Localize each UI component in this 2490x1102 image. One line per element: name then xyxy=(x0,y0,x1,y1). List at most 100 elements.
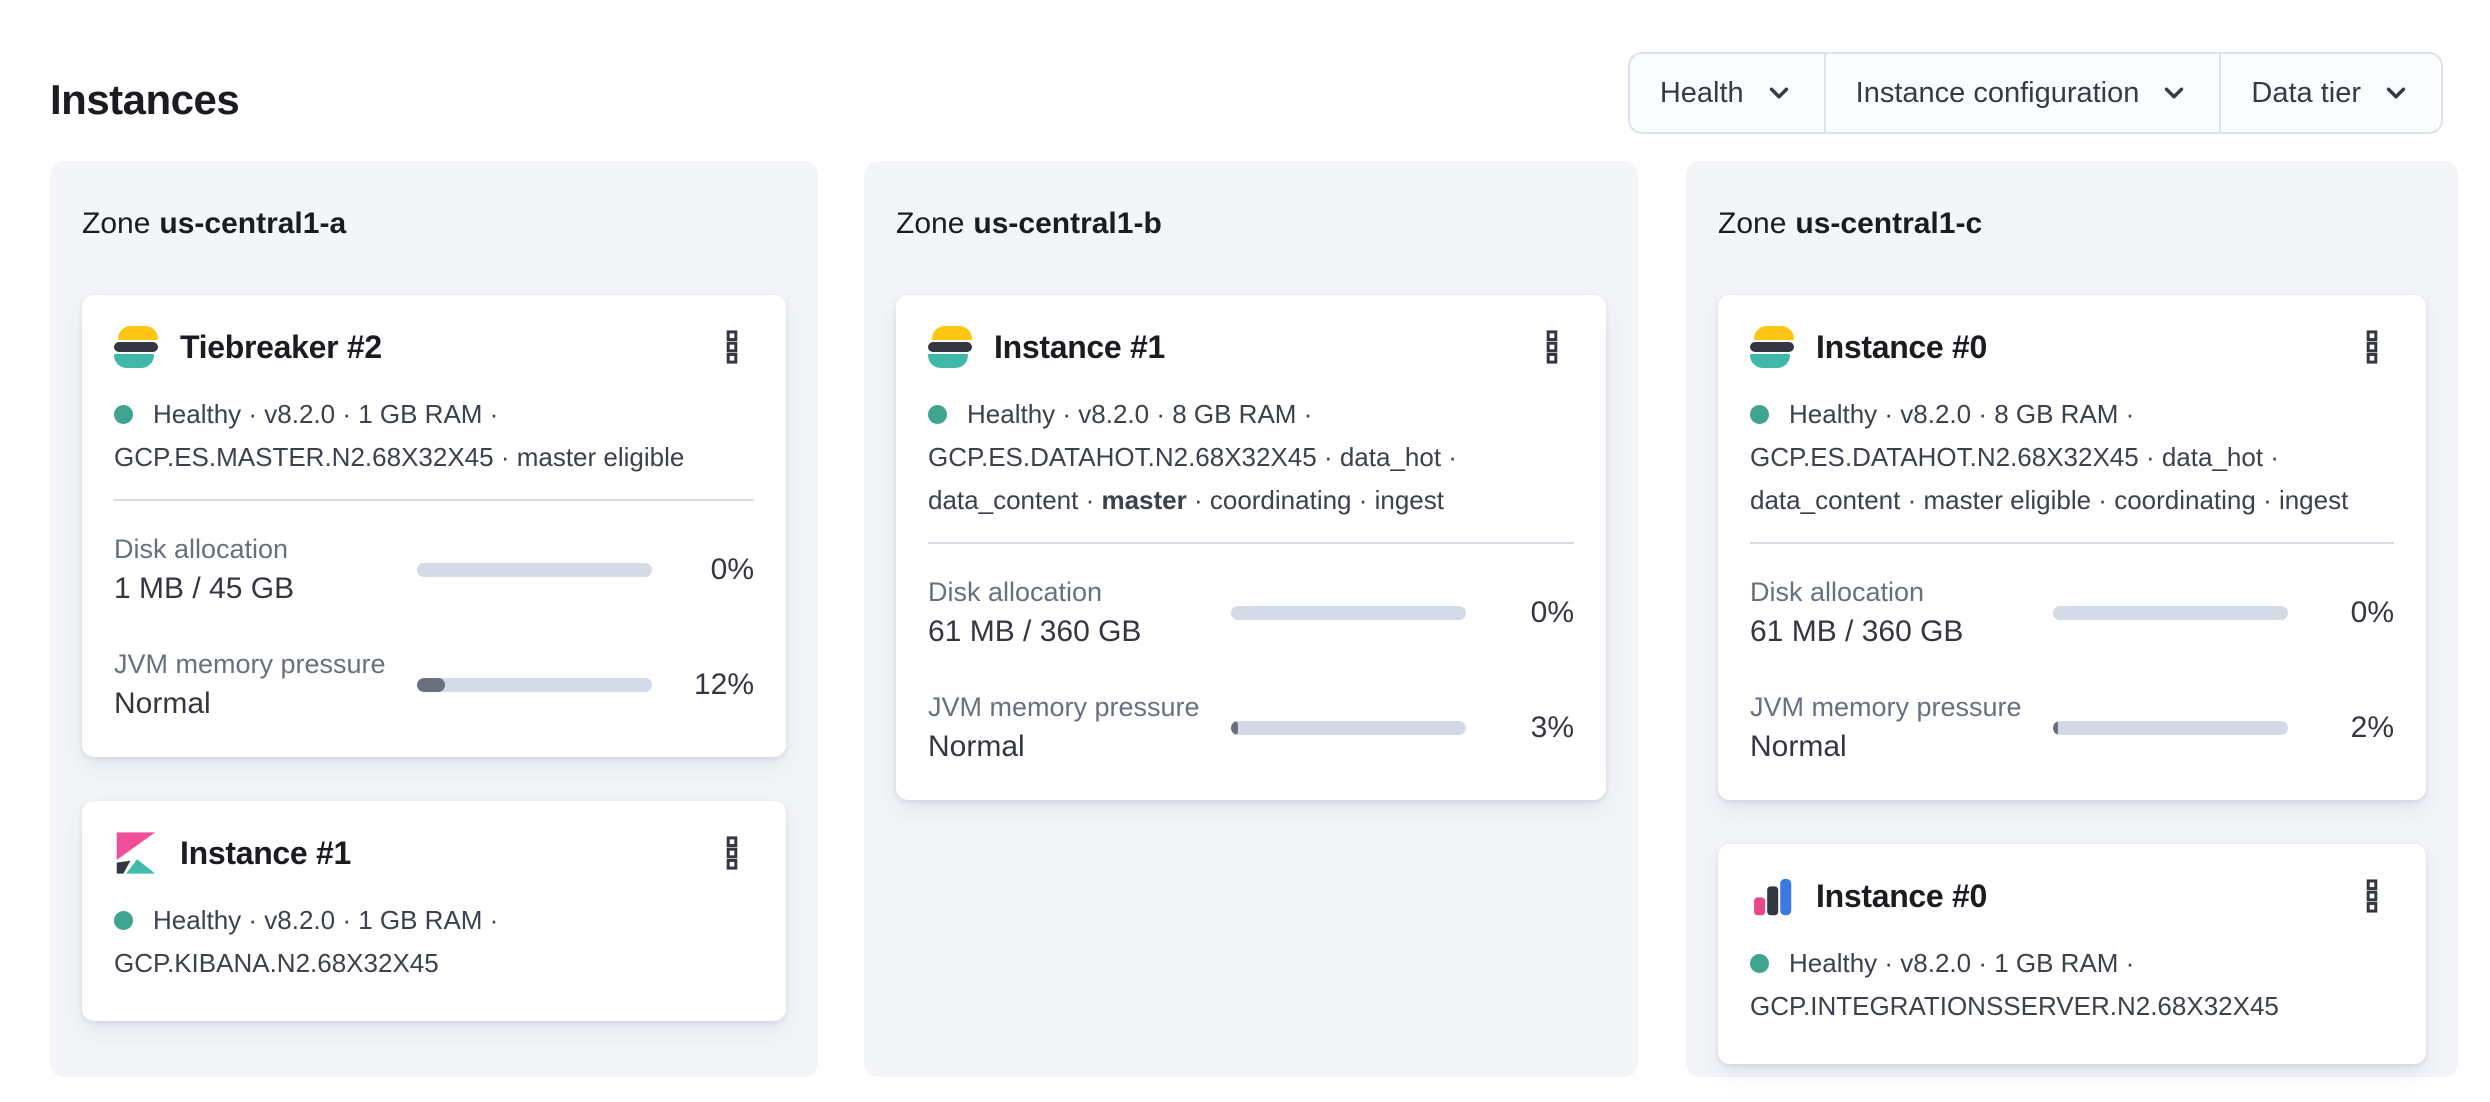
health-dot xyxy=(1750,954,1769,973)
zone-label: Zone us-central1-b xyxy=(896,207,1606,241)
disk-allocation-row: Disk allocation 61 MB / 360 GB 0% xyxy=(928,576,1574,649)
disk-allocation-label: Disk allocation xyxy=(928,577,1103,607)
jvm-memory-pressure-label: JVM memory pressure xyxy=(114,649,386,679)
status-text: Healthy · v8.2.0 · 1 GB RAM · GCP.ES.MAS… xyxy=(114,399,685,472)
boxes-vertical-icon xyxy=(2366,879,2378,913)
disk-allocation-label: Disk allocation xyxy=(114,534,289,564)
card-header: Instance #0 xyxy=(1750,325,2394,369)
jvm-memory-pressure-value: Normal xyxy=(1750,730,1847,763)
instance-status: Healthy · v8.2.0 · 1 GB RAM · GCP.KIBANA… xyxy=(114,899,754,985)
zone-label: Zone us-central1-c xyxy=(1718,207,2426,241)
instance-title: Instance #1 xyxy=(180,834,352,871)
filter-health[interactable]: Health xyxy=(1629,54,1824,132)
disk-allocation-percent: 0% xyxy=(1530,595,1574,629)
status-text: · coordinating · ingest xyxy=(1186,485,1444,515)
jvm-memory-pressure-label: JVM memory pressure xyxy=(1750,692,2022,722)
card-header: Instance #1 xyxy=(114,831,754,875)
disk-allocation-value: 61 MB / 360 GB xyxy=(1750,615,1964,648)
filter-data-tier[interactable]: Data tier xyxy=(2219,54,2441,132)
health-dot xyxy=(928,405,947,424)
elasticsearch-logo xyxy=(928,326,972,368)
disk-allocation-percent: 0% xyxy=(2350,595,2394,629)
card-divider xyxy=(928,542,1574,544)
metrics: Disk allocation 61 MB / 360 GB 0% JVM me… xyxy=(928,576,1574,764)
disk-allocation-value: 61 MB / 360 GB xyxy=(928,615,1142,648)
boxes-vertical-icon xyxy=(726,836,738,870)
card-header: Instance #0 xyxy=(1750,874,2394,918)
boxes-vertical-icon xyxy=(726,330,738,364)
boxes-vertical-icon xyxy=(1546,330,1558,364)
status-text: Healthy · v8.2.0 · 8 GB RAM · GCP.ES.DAT… xyxy=(1750,399,2349,515)
zone-prefix: Zone xyxy=(896,207,965,240)
jvm-memory-pressure-progressbar xyxy=(417,677,652,692)
card-divider xyxy=(114,499,754,501)
instance-status: Healthy · v8.2.0 · 1 GB RAM · GCP.INTEGR… xyxy=(1750,942,2394,1028)
jvm-memory-pressure-row: JVM memory pressure Normal 3% xyxy=(928,691,1574,764)
zone-name: us-central1-c xyxy=(1795,207,1983,240)
status-text: Healthy · v8.2.0 · 1 GB RAM · GCP.KIBANA… xyxy=(114,905,499,978)
zone-name: us-central1-b xyxy=(973,207,1162,240)
zone-prefix: Zone xyxy=(1718,207,1787,240)
instance-title: Instance #0 xyxy=(1816,877,1988,914)
page-title: Instances xyxy=(50,76,240,124)
instance-status: Healthy · v8.2.0 · 1 GB RAM · GCP.ES.MAS… xyxy=(114,393,754,479)
instance-card-tiebreaker-2: Tiebreaker #2 Healthy · v8.2.0 · 1 GB RA… xyxy=(82,295,786,757)
disk-allocation-row: Disk allocation 1 MB / 45 GB 0% xyxy=(114,533,754,606)
integrations-server-logo xyxy=(1754,878,1792,916)
chevron-down-icon xyxy=(1769,87,1788,99)
instance-menu-button[interactable] xyxy=(710,325,754,369)
instance-card-es-0: Instance #0 Healthy · v8.2.0 · 8 GB RAM … xyxy=(1718,295,2426,800)
disk-allocation-row: Disk allocation 61 MB / 360 GB 0% xyxy=(1750,576,2394,649)
disk-allocation-percent: 0% xyxy=(710,552,754,586)
disk-allocation-value: 1 MB / 45 GB xyxy=(114,572,295,605)
filter-health-label: Health xyxy=(1659,76,1744,109)
zone-label: Zone us-central1-a xyxy=(82,207,786,241)
jvm-memory-pressure-percent: 12% xyxy=(693,667,754,701)
instance-card-kibana-1: Instance #1 Healthy · v8.2.0 · 1 GB RAM … xyxy=(82,801,786,1021)
zone-panel-us-central1-b: Zone us-central1-b Instance #1 Healthy · … xyxy=(864,161,1638,1077)
jvm-memory-pressure-row: JVM memory pressure Normal 12% xyxy=(114,648,754,721)
instance-status: Healthy · v8.2.0 · 8 GB RAM · GCP.ES.DAT… xyxy=(1750,393,2394,522)
instance-menu-button[interactable] xyxy=(2350,325,2394,369)
card-divider xyxy=(1750,542,2394,544)
jvm-memory-pressure-progressbar xyxy=(2053,720,2288,735)
jvm-memory-pressure-row: JVM memory pressure Normal 2% xyxy=(1750,691,2394,764)
filter-instance-configuration[interactable]: Instance configuration xyxy=(1823,54,2220,132)
elasticsearch-logo xyxy=(1750,326,1794,368)
health-dot xyxy=(1750,405,1769,424)
jvm-memory-pressure-value: Normal xyxy=(928,730,1025,763)
chevron-down-icon xyxy=(2386,87,2406,99)
instance-title: Tiebreaker #2 xyxy=(180,328,382,365)
filter-instance-configuration-label: Instance configuration xyxy=(1855,76,2140,109)
metrics: Disk allocation 1 MB / 45 GB 0% JVM memo… xyxy=(114,533,754,721)
jvm-memory-pressure-percent: 2% xyxy=(2350,710,2394,744)
filter-group: Health Instance configuration Data tier xyxy=(1627,52,2443,134)
jvm-memory-pressure-percent: 3% xyxy=(1530,710,1574,744)
zone-name: us-central1-a xyxy=(159,207,347,240)
disk-allocation-progressbar xyxy=(1231,605,1466,620)
health-dot xyxy=(114,911,133,930)
health-dot xyxy=(114,405,133,424)
instance-menu-button[interactable] xyxy=(1530,325,1574,369)
instance-title: Instance #1 xyxy=(994,328,1166,365)
disk-allocation-progressbar xyxy=(2053,605,2288,620)
elasticsearch-logo xyxy=(114,326,158,368)
zone-prefix: Zone xyxy=(82,207,151,240)
card-header: Tiebreaker #2 xyxy=(114,325,754,369)
kibana-logo xyxy=(116,832,156,874)
metrics: Disk allocation 61 MB / 360 GB 0% JVM me… xyxy=(1750,576,2394,764)
chevron-down-icon xyxy=(2165,87,2184,99)
instance-menu-button[interactable] xyxy=(2350,874,2394,918)
status-text-bold: master xyxy=(1101,485,1187,515)
instance-menu-button[interactable] xyxy=(710,831,754,875)
jvm-memory-pressure-label: JVM memory pressure xyxy=(928,692,1200,722)
disk-allocation-label: Disk allocation xyxy=(1750,577,1925,607)
instance-title: Instance #0 xyxy=(1816,328,1988,365)
status-text: Healthy · v8.2.0 · 8 GB RAM · GCP.ES.DAT… xyxy=(928,399,1457,515)
card-header: Instance #1 xyxy=(928,325,1574,369)
instance-card-integrations-0: Instance #0 Healthy · v8.2.0 · 1 GB RAM … xyxy=(1718,844,2426,1064)
boxes-vertical-icon xyxy=(2366,330,2378,364)
zone-panel-us-central1-c: Zone us-central1-c Instance #0 Healthy · … xyxy=(1686,161,2458,1077)
jvm-memory-pressure-value: Normal xyxy=(114,687,211,720)
filter-data-tier-label: Data tier xyxy=(2251,76,2361,109)
